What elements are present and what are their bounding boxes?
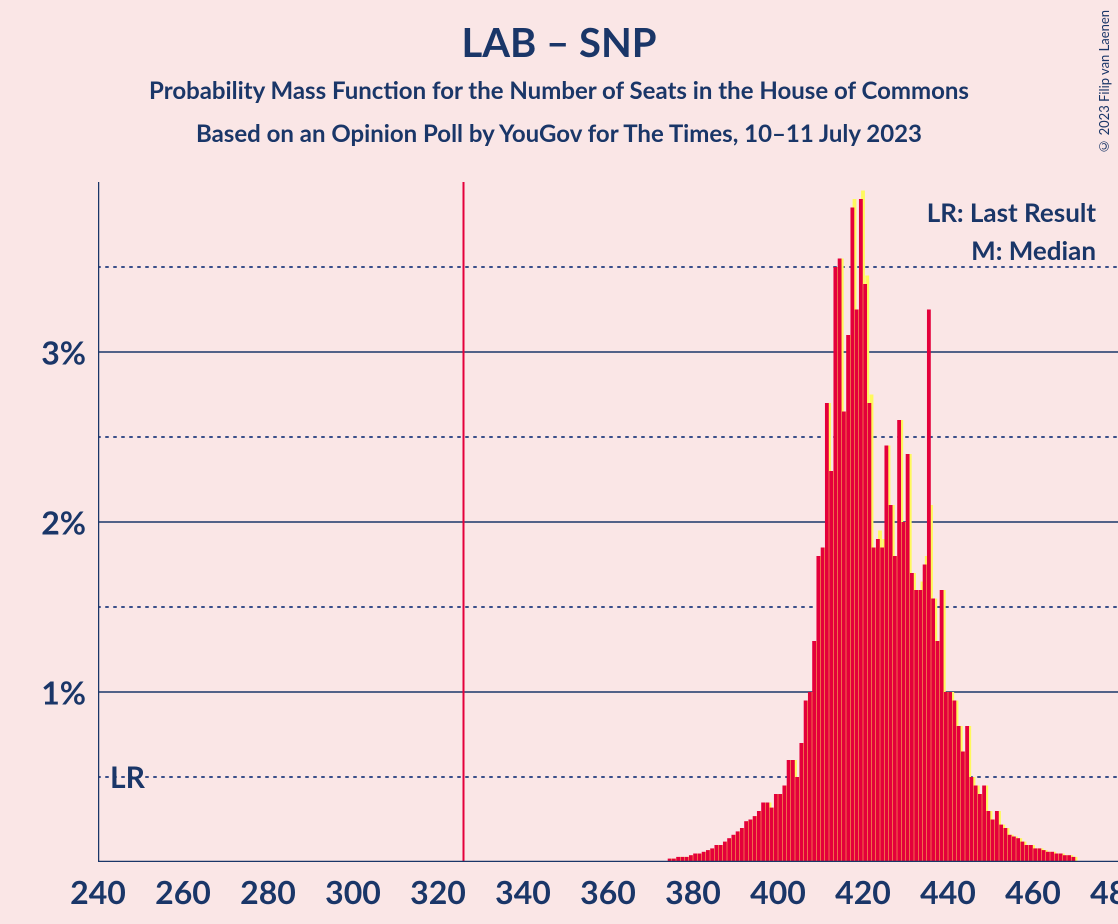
x-axis-tick-label: 440 bbox=[920, 872, 976, 911]
y-axis-tick-label: 1% bbox=[41, 673, 86, 712]
x-axis-tick-label: 460 bbox=[1005, 872, 1061, 911]
x-axis-tick-label: 360 bbox=[580, 872, 636, 911]
x-axis-tick-label: 480 bbox=[1090, 872, 1118, 911]
x-axis-tick-label: 400 bbox=[750, 872, 806, 911]
legend-last-result: LR: Last Result bbox=[927, 196, 1096, 228]
chart-title: LAB – SNP bbox=[0, 0, 1118, 66]
chart-subtitle-2: Based on an Opinion Poll by YouGov for T… bbox=[0, 119, 1118, 148]
chart-svg bbox=[98, 182, 1118, 862]
x-axis-tick-label: 320 bbox=[410, 872, 466, 911]
x-axis-tick-label: 380 bbox=[665, 872, 721, 911]
y-axis-tick-label: 3% bbox=[41, 333, 86, 372]
chart-plot-area bbox=[98, 182, 1118, 862]
x-axis-tick-label: 340 bbox=[495, 872, 551, 911]
lr-marker-label: LR bbox=[110, 759, 145, 795]
x-axis-tick-label: 420 bbox=[835, 872, 891, 911]
x-axis-tick-label: 280 bbox=[240, 872, 296, 911]
y-axis-tick-label: 2% bbox=[41, 503, 86, 542]
x-axis-tick-label: 260 bbox=[155, 872, 211, 911]
x-axis-tick-label: 240 bbox=[70, 872, 126, 911]
x-axis-tick-label: 300 bbox=[325, 872, 381, 911]
legend-median: M: Median bbox=[971, 234, 1096, 266]
copyright-label: © 2023 Filip van Laenen bbox=[1096, 10, 1112, 155]
chart-subtitle-1: Probability Mass Function for the Number… bbox=[0, 76, 1118, 105]
